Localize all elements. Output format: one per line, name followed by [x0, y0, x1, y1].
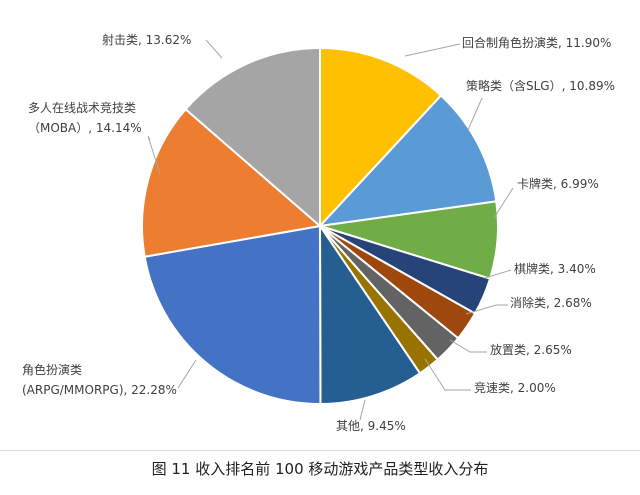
pie-slice-8	[143, 224, 322, 406]
chart-area: 回合制角色扮演类, 11.90% 策略类（含SLG）, 10.89% 卡牌类, 6.…	[0, 32, 640, 451]
slice-label-6-line-0: 竞速类, 2.00%	[474, 381, 556, 395]
slice-labels: 回合制角色扮演类, 11.90% 策略类（含SLG）, 10.89% 卡牌类, 6.…	[22, 32, 615, 433]
slice-label-0-line-0: 回合制角色扮演类, 11.90%	[462, 35, 611, 50]
pie-slice-1	[317, 94, 498, 228]
slice-label-9-line-0: 多人在线战术竞技类	[28, 101, 136, 115]
slice-label-8-line-0: 角色扮演类	[22, 362, 82, 377]
slice-label-10-line-0: 射击类, 13.62%	[102, 32, 191, 47]
pie-slice-10	[184, 46, 321, 229]
pie-slices	[141, 46, 499, 406]
leader-line-7	[359, 399, 366, 421]
leader-line-9	[147, 135, 161, 175]
pie-slice-0	[319, 46, 443, 229]
slice-label-8-line-1: (ARPG/MMORPG), 22.28%	[22, 383, 177, 397]
leader-line-4	[465, 304, 508, 315]
leader-line-3	[484, 269, 512, 279]
slice-label-1-line-0: 策略类（含SLG）, 10.89%	[466, 78, 615, 93]
figure-caption: 图 11 收入排名前 100 移动游戏产品类型收入分布	[151, 460, 489, 478]
leader-line-10	[205, 39, 223, 59]
pie-slice-9	[141, 107, 323, 258]
leader-lines	[147, 39, 514, 421]
slice-label-5-line-0: 放置类, 2.65%	[490, 342, 572, 357]
leader-line-6	[424, 358, 471, 391]
leader-line-8	[177, 359, 197, 389]
slice-label-9-line-1: （MOBA）, 14.14%	[28, 121, 142, 135]
leader-line-0	[404, 43, 461, 57]
slice-label-2-line-0: 卡牌类, 6.99%	[517, 177, 599, 191]
slice-label-3-line-0: 棋牌类, 3.40%	[514, 262, 596, 276]
leader-line-2	[493, 187, 514, 219]
leader-line-1	[467, 97, 483, 131]
slice-label-7-line-0: 其他, 9.45%	[336, 419, 406, 433]
pie-chart: 回合制角色扮演类, 11.90% 策略类（含SLG）, 10.89% 卡牌类, 6.…	[22, 32, 615, 433]
leader-line-5	[449, 339, 487, 353]
slice-label-4-line-0: 消除类, 2.68%	[510, 295, 592, 310]
pie-slice-7	[318, 222, 422, 406]
